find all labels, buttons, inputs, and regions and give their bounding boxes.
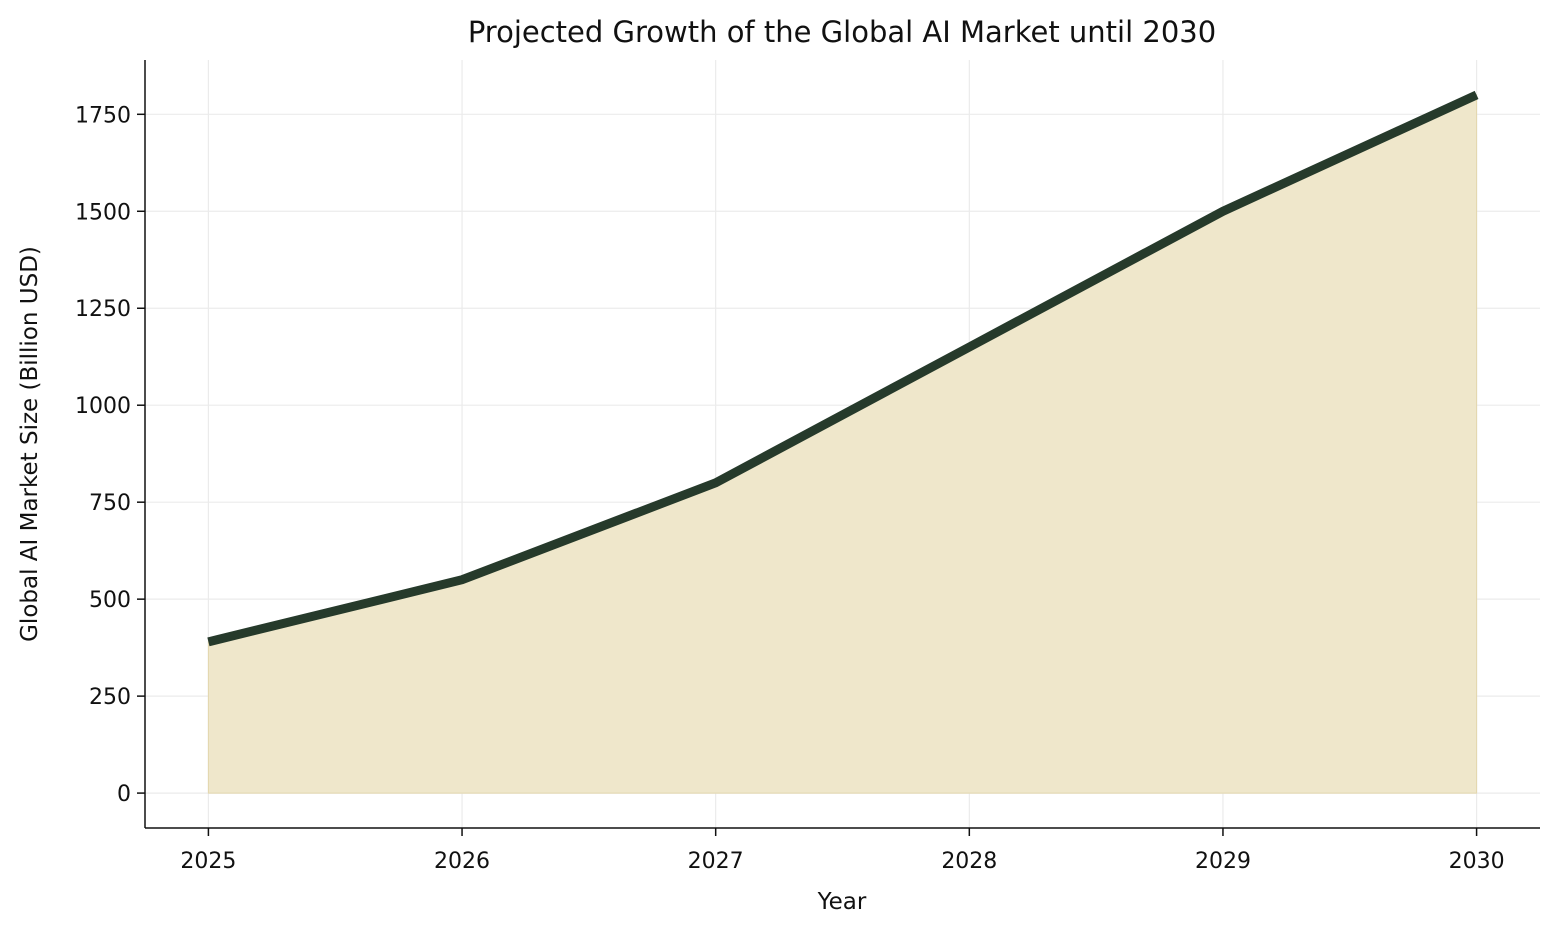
area-fill: [208, 95, 1476, 793]
x-tick-label: 2026: [434, 849, 490, 874]
x-axis-label: Year: [817, 889, 867, 915]
x-tick-label: 2030: [1449, 849, 1505, 874]
x-tick-label: 2025: [180, 849, 236, 874]
x-tick-label: 2027: [688, 849, 744, 874]
y-tick-label: 250: [89, 685, 131, 710]
y-tick-label: 1500: [75, 200, 131, 225]
x-tick-label: 2029: [1195, 849, 1251, 874]
y-tick-label: 500: [89, 588, 131, 613]
x-tick-label: 2028: [941, 849, 997, 874]
y-tick-label: 1000: [75, 394, 131, 419]
y-tick-label: 1250: [75, 297, 131, 322]
y-tick-label: 1750: [75, 103, 131, 128]
y-axis-label: Global AI Market Size (Billion USD): [17, 246, 43, 642]
y-tick-label: 0: [117, 782, 131, 807]
chart-title: Projected Growth of the Global AI Market…: [468, 15, 1216, 49]
y-tick-label: 750: [89, 491, 131, 516]
